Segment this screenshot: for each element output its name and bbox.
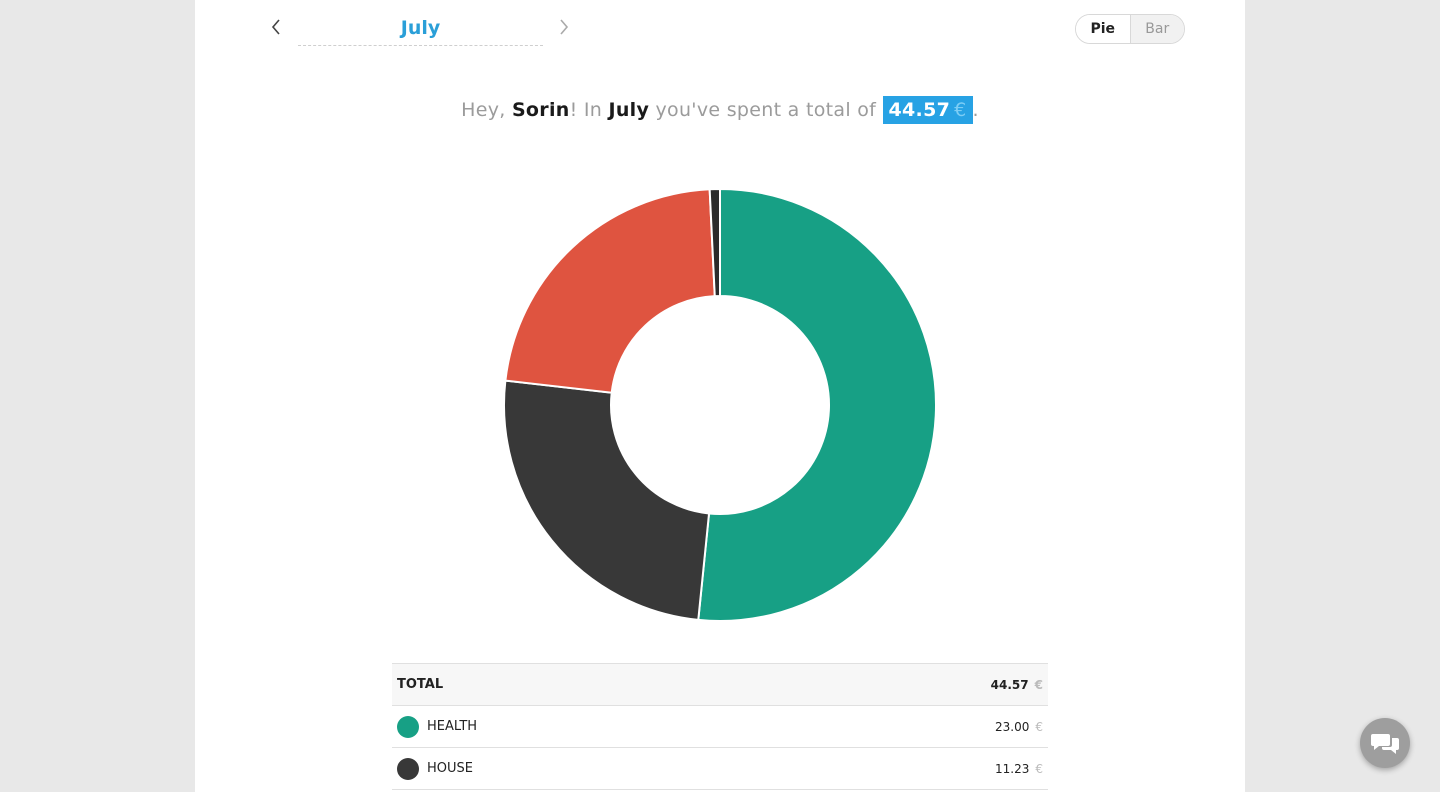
category-label: HOUSE <box>427 761 473 776</box>
donut-slice[interactable] <box>504 188 716 394</box>
total-amount-currency: € <box>954 99 967 121</box>
chevron-right-icon <box>560 19 569 35</box>
month-navigator: July <box>265 12 575 48</box>
spending-summary: Hey, Sorin! In July you've spent a total… <box>195 96 1245 124</box>
chat-button[interactable] <box>1360 718 1410 768</box>
donut-slice[interactable] <box>697 187 937 622</box>
total-currency: € <box>1034 677 1043 692</box>
donut-slice[interactable] <box>708 187 721 298</box>
category-color-dot <box>397 715 419 738</box>
total-amount-value: 44.57 <box>888 99 951 121</box>
category-currency: € <box>1035 761 1043 776</box>
total-amount-badge: 44.57 € <box>882 96 973 124</box>
previous-month-button[interactable] <box>265 12 287 42</box>
category-color-dot <box>397 757 419 780</box>
summary-user-name: Sorin <box>511 99 570 121</box>
next-month-button[interactable] <box>553 12 575 42</box>
summary-month: July <box>608 99 650 121</box>
total-label: TOTAL <box>397 677 444 692</box>
category-label: HEALTH <box>427 719 478 734</box>
chevron-left-icon <box>271 19 280 35</box>
category-table: TOTAL 44.57 € HEALTH 23.00 € HOUSE 11.23… <box>392 663 1048 790</box>
summary-text-1: ! In <box>569 99 609 121</box>
bar-toggle-button[interactable]: Bar <box>1130 15 1184 43</box>
total-amount: 44.57 <box>990 677 1029 692</box>
category-amount: 11.23 <box>995 761 1030 776</box>
donut-slice[interactable] <box>503 379 711 622</box>
current-month-label[interactable]: July <box>298 12 543 46</box>
table-row[interactable]: HEALTH 23.00 € <box>392 706 1048 748</box>
page-container: July Pie Bar Hey, Sorin! In July you've … <box>195 0 1245 792</box>
summary-greeting: Hey, <box>461 99 512 121</box>
category-currency: € <box>1035 719 1043 734</box>
spending-donut-chart <box>503 187 937 622</box>
summary-text-2: you've spent a total of <box>649 99 883 121</box>
table-row[interactable]: HOUSE 11.23 € <box>392 748 1048 790</box>
category-amount: 23.00 <box>995 719 1030 734</box>
chat-bubbles-icon <box>1371 734 1399 754</box>
pie-toggle-button[interactable]: Pie <box>1076 15 1131 43</box>
chart-type-toggle: Pie Bar <box>1075 14 1185 44</box>
table-total-row: TOTAL 44.57 € <box>392 664 1048 706</box>
summary-end: . <box>972 99 979 121</box>
